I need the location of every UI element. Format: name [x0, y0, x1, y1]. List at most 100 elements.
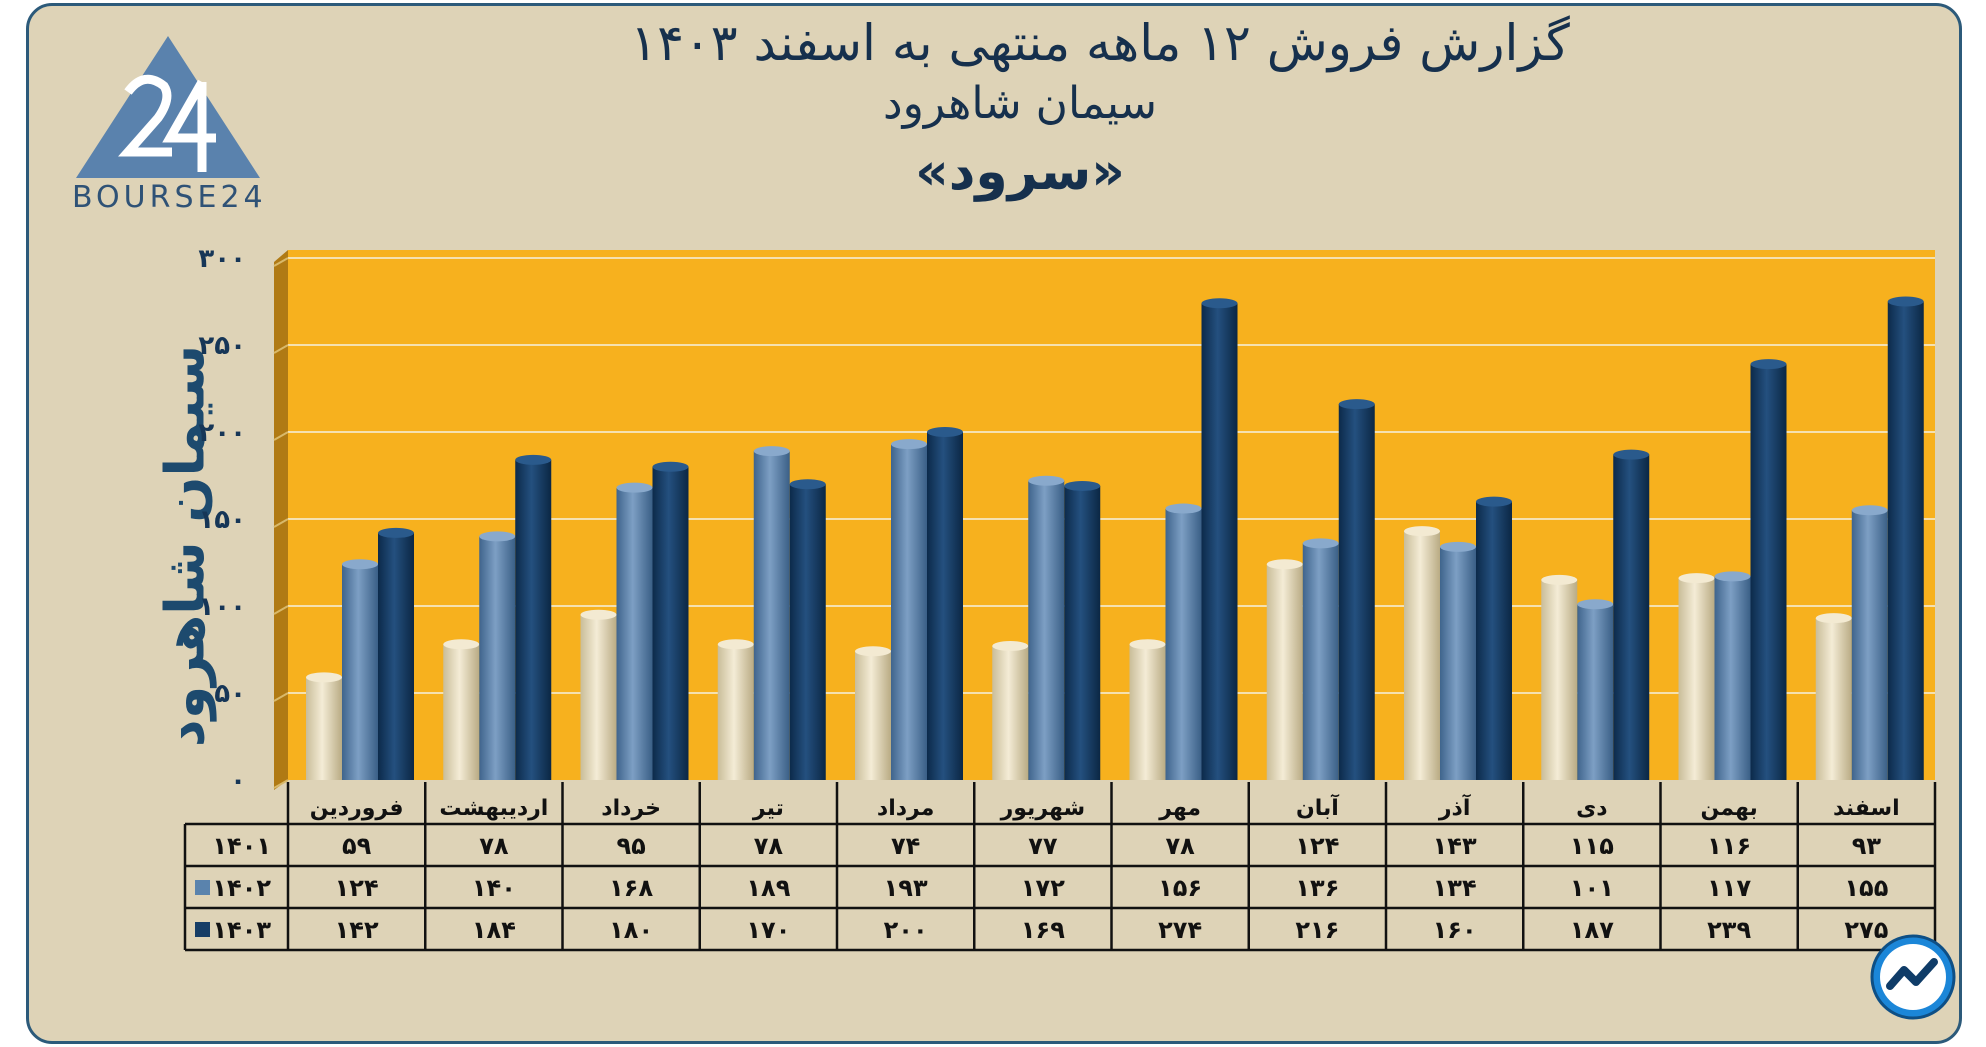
data-label: ۱۵۶	[1158, 874, 1202, 902]
bourse24-logo-icon	[76, 36, 260, 178]
bar-cap	[1476, 496, 1512, 507]
bar	[1577, 599, 1614, 780]
data-label: ۲۷۴	[1158, 916, 1202, 944]
bar-cap	[306, 672, 342, 683]
bar-body	[616, 487, 653, 780]
data-label: ۱۸۴	[472, 916, 516, 944]
bar-body	[580, 614, 617, 780]
bar	[1476, 496, 1512, 780]
data-label: ۱۷۰	[746, 916, 790, 944]
bar	[342, 559, 378, 780]
data-label: ۱۹۳	[884, 874, 928, 902]
bar-cap	[652, 461, 689, 472]
bar-body	[1404, 531, 1440, 780]
data-label: ۷۴	[891, 832, 920, 860]
plot-area	[288, 250, 1935, 780]
bar-body	[1887, 301, 1924, 780]
data-label: ۱۳۴	[1433, 874, 1477, 902]
category-label: دی	[1576, 796, 1607, 821]
data-label: ۱۷۲	[1021, 874, 1065, 902]
bar	[1440, 541, 1476, 780]
gridline-wall	[273, 257, 289, 267]
bar	[1064, 480, 1101, 780]
bar-body	[378, 532, 414, 780]
bar	[1851, 505, 1888, 780]
bar-body	[1476, 501, 1512, 780]
bar	[479, 531, 516, 780]
category-label: تیر	[752, 796, 784, 821]
category-label: اسفند	[1833, 796, 1900, 821]
data-label: ۲۳۹	[1707, 916, 1751, 944]
data-label: ۱۰۱	[1570, 874, 1614, 902]
bar	[378, 527, 414, 780]
gridline-wall	[273, 779, 289, 789]
data-label: ۱۸۹	[746, 874, 790, 902]
data-label: ۱۴۰	[472, 874, 516, 902]
bar-cap	[789, 479, 826, 490]
bar-cap	[1064, 480, 1101, 491]
chart-subtitle: سیمان شاهرود	[883, 78, 1157, 129]
bar-cap	[1440, 541, 1476, 552]
bar	[1129, 639, 1166, 780]
bar	[616, 482, 653, 780]
bar-cap	[1887, 296, 1924, 307]
y-tick-label: ۵۰	[214, 679, 246, 709]
bar-cap	[1165, 503, 1202, 514]
bar-body	[717, 644, 754, 780]
category-label: خرداد	[601, 796, 661, 821]
bar	[1266, 559, 1303, 780]
bar-cap	[927, 427, 963, 437]
bar-body	[1678, 578, 1715, 780]
category-label: بهمن	[1700, 796, 1757, 821]
y-tick-label: ۲۵۰	[198, 331, 246, 361]
bar	[1541, 574, 1578, 780]
bar-cap	[1302, 538, 1339, 549]
bar-body	[443, 644, 480, 780]
data-label: ۱۲۴	[1295, 832, 1339, 860]
bar-body	[1165, 508, 1202, 780]
data-label: ۱۸۰	[609, 916, 653, 944]
y-tick-label: ۱۰۰	[198, 592, 246, 622]
category-label: اردیبهشت	[439, 796, 548, 821]
bar	[1404, 526, 1440, 780]
bar-cap	[1266, 559, 1303, 570]
data-label: ۱۲۴	[335, 874, 379, 902]
bar-cap	[992, 641, 1029, 652]
category-label: مهر	[1158, 796, 1201, 821]
bar-cap	[1750, 359, 1787, 370]
bar	[580, 609, 617, 780]
bar	[1815, 613, 1852, 780]
data-label: ۷۸	[479, 832, 509, 860]
bar	[891, 439, 927, 780]
data-label: ۷۸	[754, 832, 784, 860]
bar-body	[1440, 546, 1476, 780]
bar-cap	[342, 559, 378, 570]
bar-cap	[443, 639, 480, 650]
bar-cap	[616, 482, 653, 493]
data-label: ۱۱۷	[1707, 874, 1751, 902]
bar-body	[1851, 510, 1888, 780]
bar-body	[1064, 485, 1101, 780]
data-label: ۱۴۳	[1433, 832, 1477, 860]
gridline-wall	[273, 344, 289, 354]
bar	[652, 461, 689, 780]
bar-cap	[1338, 399, 1375, 410]
bar-cap	[1129, 639, 1166, 650]
data-label: ۹۵	[616, 832, 645, 860]
data-label: ۲۷۵	[1844, 916, 1888, 944]
bar-body	[306, 677, 342, 780]
data-label: ۵۹	[342, 832, 372, 860]
bar	[992, 641, 1029, 780]
bar-cap	[1714, 571, 1751, 582]
chart-title: گزارش فروش ۱۲ ماهه منتهی به اسفند ۱۴۰۳	[630, 14, 1570, 72]
y-tick-label: ۱۵۰	[198, 505, 246, 535]
data-label: ۱۶۰	[1433, 916, 1477, 944]
bar-cap	[1815, 613, 1852, 624]
bar	[753, 446, 790, 780]
bar	[515, 454, 552, 780]
y-tick-label: ۳۰۰	[198, 244, 246, 274]
bar	[1302, 538, 1339, 780]
bar-body	[1201, 303, 1238, 780]
bar-body	[753, 451, 790, 780]
